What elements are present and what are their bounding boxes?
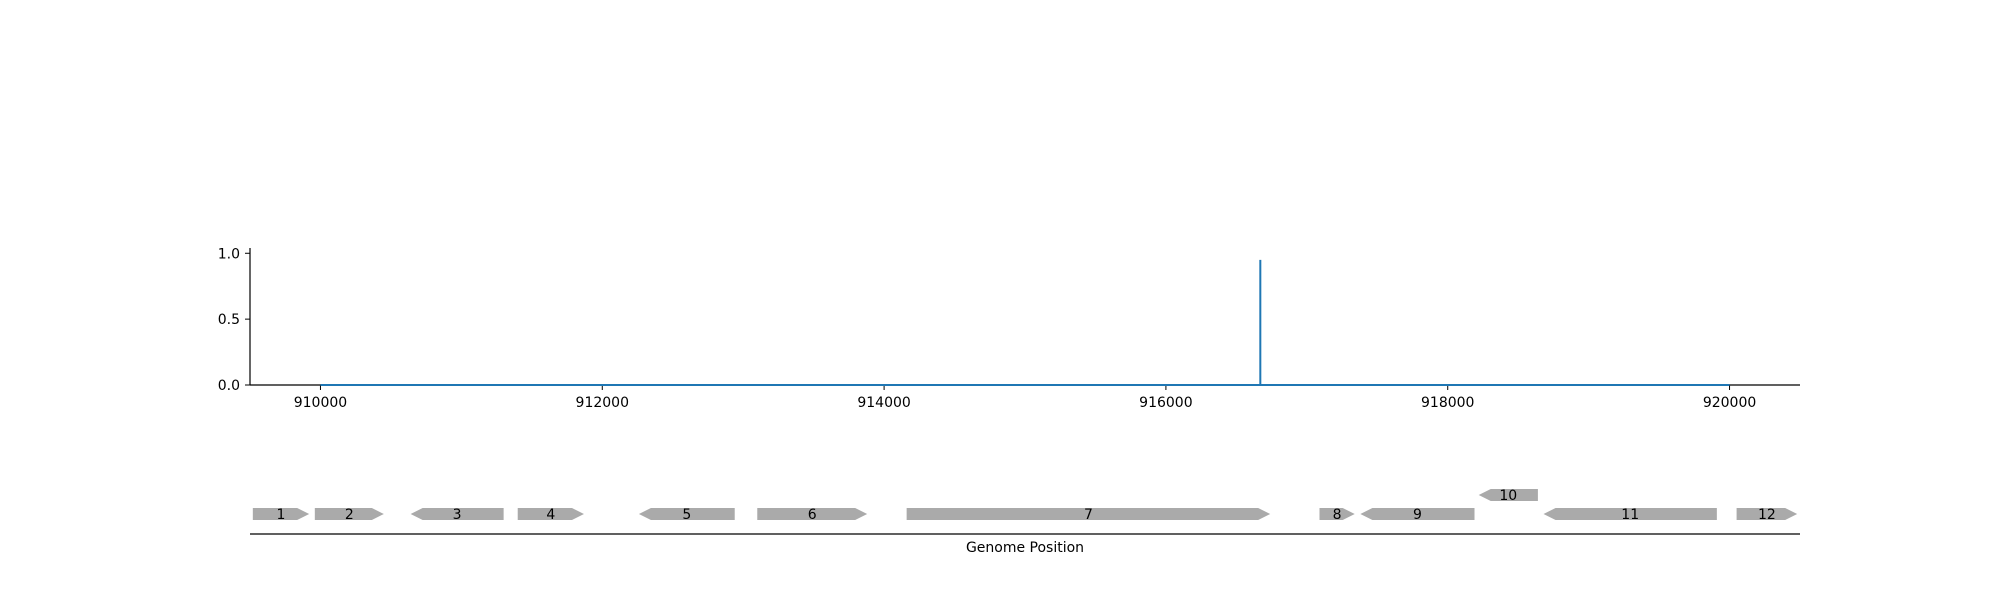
gene-label: 9: [1413, 507, 1422, 523]
gene-label: 8: [1333, 507, 1342, 523]
gene-label: 5: [682, 507, 691, 523]
y-tick-label: 1.0: [218, 246, 240, 262]
gene-label: 2: [345, 507, 354, 523]
gene-arrow: [252, 508, 310, 520]
gene-arrow: [410, 508, 504, 520]
gene-label: 6: [808, 507, 817, 523]
gene-label: 10: [1499, 488, 1517, 504]
x-tick-label: 912000: [576, 395, 629, 411]
gene-arrow: [1543, 508, 1717, 520]
x-tick-label: 920000: [1703, 395, 1756, 411]
plot-area: 0.0 0.5 1.0 910000 912000 914000 916000 918000 9…: [218, 246, 1800, 411]
gene-arrow: [1478, 489, 1538, 501]
gene-label: 11: [1621, 507, 1639, 523]
gene-label: 3: [453, 507, 462, 523]
gene-arrow: [314, 508, 384, 520]
y-tick-label: 0.5: [218, 312, 240, 328]
gene-label: 4: [546, 507, 555, 523]
x-tick-label: 910000: [294, 395, 347, 411]
gene-arrow: [1736, 508, 1798, 520]
gene-label: 1: [277, 507, 286, 523]
x-tick-label: 918000: [1421, 395, 1474, 411]
gene-arrow: [906, 508, 1271, 520]
x-tick-label: 916000: [1139, 395, 1192, 411]
gene-label: 12: [1758, 507, 1776, 523]
gene-arrow: [1360, 508, 1475, 520]
y-tick-label: 0.0: [218, 378, 240, 394]
x-axis-title: Genome Position: [966, 540, 1084, 556]
gene-label: 7: [1084, 507, 1093, 523]
gene-arrow: [517, 508, 584, 520]
gene-arrow: [638, 508, 735, 520]
x-tick-label: 914000: [857, 395, 910, 411]
gene-arrow: [757, 508, 868, 520]
series-line: [320, 259, 1730, 386]
gene-arrow: [1319, 508, 1355, 520]
